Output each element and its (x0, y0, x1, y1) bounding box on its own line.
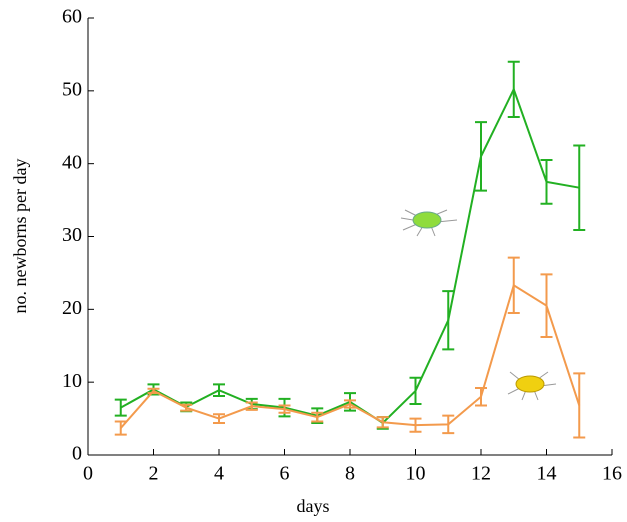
aphid-icon (400, 209, 458, 237)
error-bar (540, 159, 553, 205)
error-bar (213, 413, 225, 424)
error-bar (573, 144, 586, 231)
x-tick-label: 12 (471, 463, 491, 485)
y-axis-label: no. newborns per day (10, 159, 30, 314)
error-bar (376, 416, 389, 429)
y-tick-label: 40 (62, 151, 82, 173)
y-tick-label: 10 (62, 370, 82, 392)
x-tick-label: 10 (406, 463, 426, 485)
error-bar (475, 121, 487, 192)
y-tick-label: 60 (62, 6, 82, 28)
x-tick-label: 0 (83, 463, 93, 485)
error-bar (442, 414, 455, 435)
error-bar (180, 403, 193, 412)
error-bar (409, 376, 422, 406)
x-tick-label: 4 (214, 463, 224, 485)
x-tick-label: 2 (149, 463, 159, 485)
error-bar (475, 386, 487, 407)
x-tick-label: 16 (602, 463, 622, 485)
error-bar (507, 60, 520, 119)
x-tick-label: 8 (345, 463, 355, 485)
error-bar (540, 273, 553, 339)
error-bar (213, 383, 225, 398)
error-bar (507, 256, 520, 314)
aphid-icon (507, 371, 557, 401)
error-bar (409, 417, 422, 433)
y-tick-label: 0 (72, 443, 82, 465)
error-bar (344, 399, 356, 409)
x-axis-label: days (297, 496, 330, 516)
error-bar (442, 290, 455, 351)
y-tick-label: 30 (62, 224, 82, 246)
error-bar (311, 411, 324, 423)
x-tick-label: 6 (280, 463, 290, 485)
error-bar (114, 398, 127, 417)
y-tick-label: 50 (62, 78, 82, 100)
x-tick-label: 14 (537, 463, 557, 485)
y-tick-label: 20 (62, 297, 82, 319)
error-bar (278, 404, 291, 414)
error-bar (147, 387, 160, 395)
error-bar (114, 420, 127, 436)
error-bar (245, 401, 258, 411)
error-bar (573, 372, 586, 439)
